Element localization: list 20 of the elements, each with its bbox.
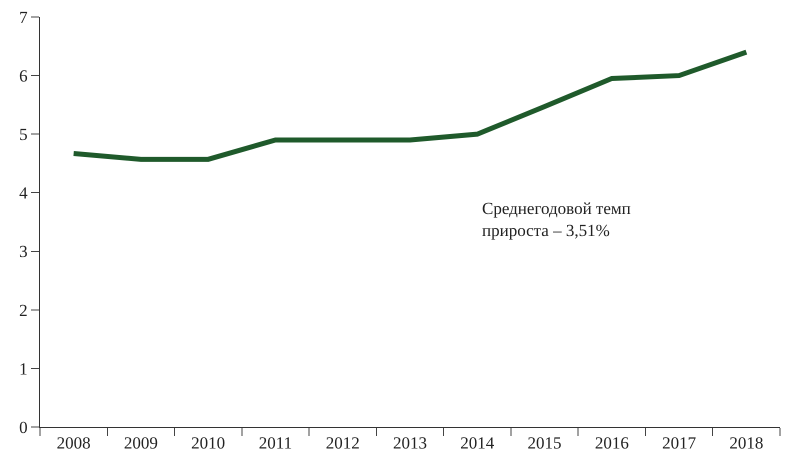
x-tick-label: 2016 <box>594 433 629 452</box>
x-tick-label: 2015 <box>528 433 562 452</box>
x-tick-label: 2013 <box>393 433 427 452</box>
y-tick-label: 6 <box>19 66 28 86</box>
y-tick-label: 5 <box>19 125 28 144</box>
y-tick-label: 1 <box>19 359 28 378</box>
y-tick-label: 4 <box>19 184 28 203</box>
x-tick-label: 2012 <box>326 433 360 452</box>
annotation: Среднегодовой темп прироста – 3,51% <box>482 199 631 240</box>
x-tick-label: 2017 <box>662 433 697 452</box>
y-tick-label: 3 <box>19 242 28 262</box>
x-tick-label: 2008 <box>56 433 91 452</box>
x-tick-label: 2011 <box>258 433 292 452</box>
x-tick-label: 2014 <box>460 433 495 452</box>
y-tick-label: 2 <box>19 300 28 320</box>
y-tick-label: 0 <box>19 418 28 437</box>
x-tick-label: 2018 <box>729 433 764 452</box>
y-tick-label: 7 <box>19 8 28 27</box>
x-tick-label: 2010 <box>191 433 226 452</box>
x-tick-label: 2009 <box>124 433 158 452</box>
